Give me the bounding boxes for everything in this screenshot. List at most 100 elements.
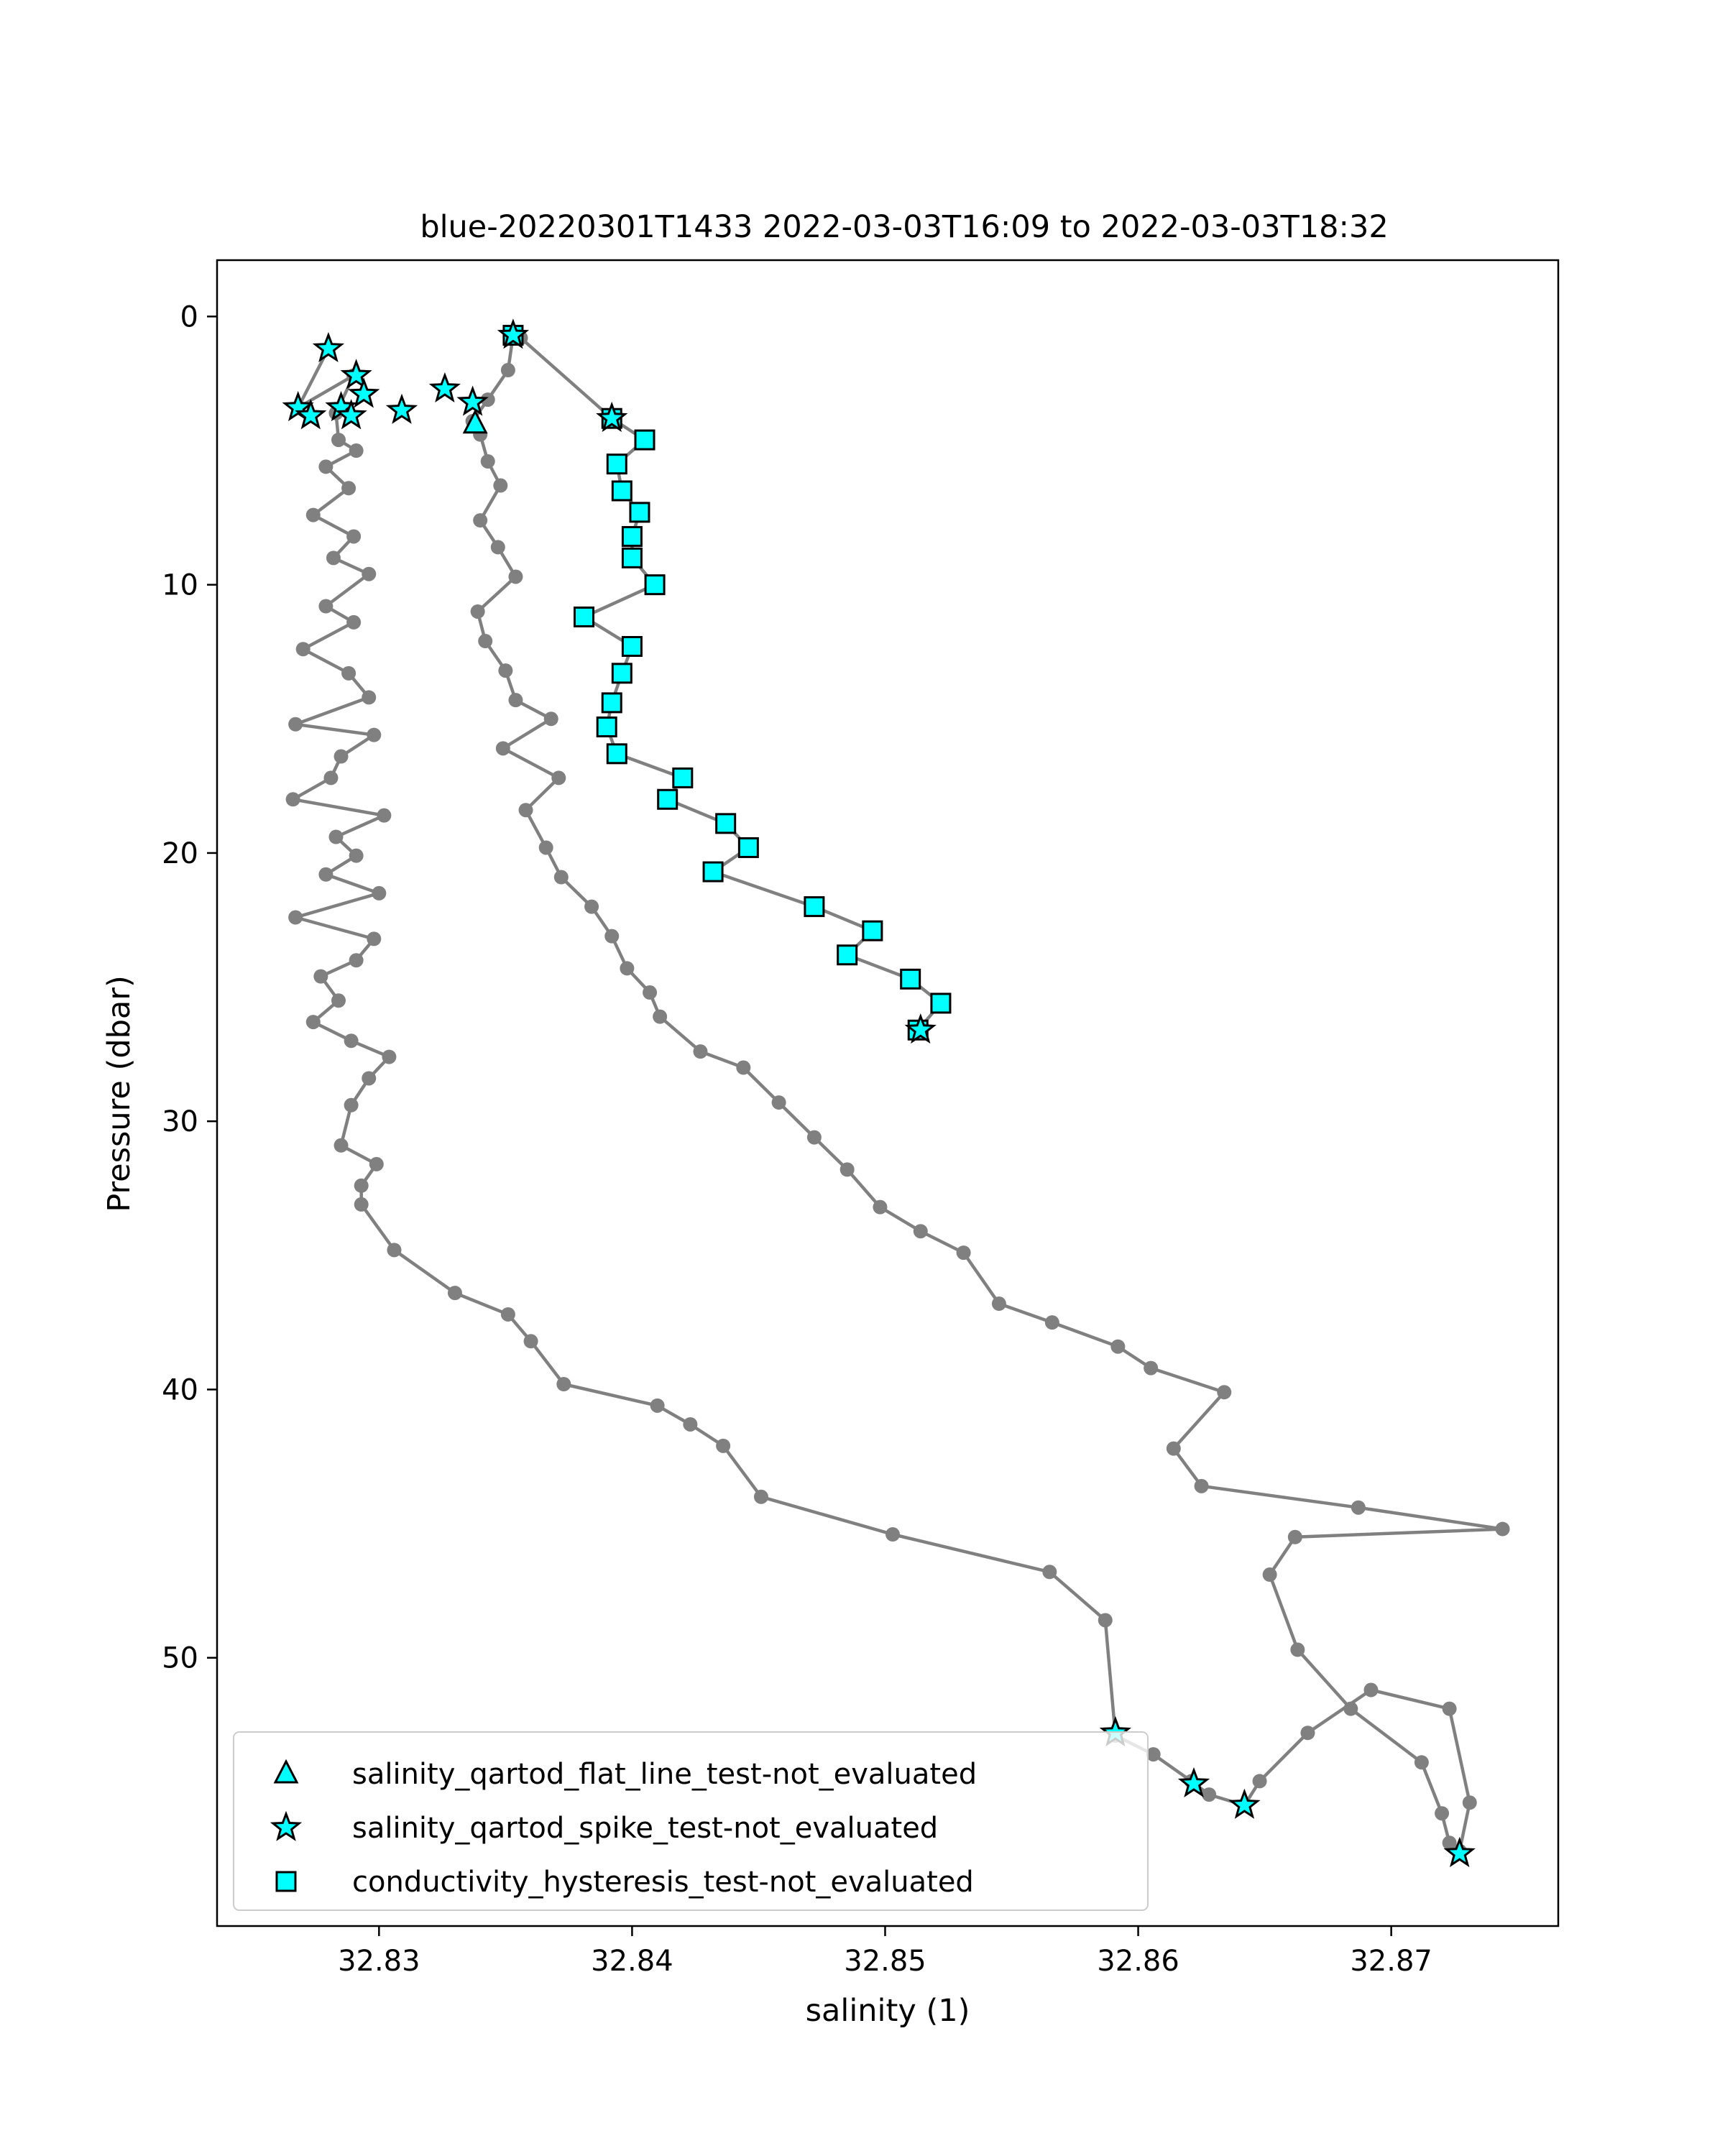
x-tick-label: 32.85 (844, 1945, 926, 1978)
profile-point (493, 478, 508, 493)
profile-point (473, 513, 488, 528)
profile-point (1144, 1360, 1159, 1376)
profile-point (295, 642, 310, 657)
profile-point (523, 1334, 538, 1349)
star-marker (456, 385, 489, 416)
profile-point (886, 1527, 901, 1542)
profile-point (508, 693, 523, 708)
profile-point (334, 1138, 349, 1153)
profile-point (1435, 1806, 1450, 1821)
profile-point (500, 1307, 515, 1322)
profile-point (288, 717, 303, 732)
profile-point (806, 1130, 822, 1145)
profile-point (318, 459, 334, 474)
profile-point (840, 1162, 855, 1177)
profile-point (318, 867, 334, 882)
profile-point (508, 569, 523, 584)
star-marker (1177, 1766, 1210, 1797)
star-marker (596, 401, 628, 433)
square-marker (804, 896, 825, 918)
profile-point (553, 870, 569, 885)
profile-point (956, 1245, 971, 1261)
square-marker (930, 992, 952, 1014)
y-tick-label: 0 (180, 300, 198, 333)
y-tick-label: 20 (162, 837, 198, 870)
profile-point (346, 529, 362, 544)
star-marker (335, 399, 367, 430)
profile-point (367, 931, 382, 946)
x-tick-label: 32.87 (1350, 1945, 1432, 1978)
profile-point (620, 961, 635, 976)
square-marker (611, 663, 632, 684)
profile-point (341, 481, 356, 496)
star-marker (497, 318, 530, 349)
profile-point (1146, 1747, 1161, 1762)
square-marker (702, 861, 724, 883)
square-marker (715, 813, 737, 834)
profile-point (518, 803, 533, 818)
profile-point (490, 540, 505, 555)
profile-point (1166, 1441, 1181, 1456)
axes-frame (216, 259, 1560, 1927)
square-marker (837, 944, 858, 966)
profile-point (500, 363, 515, 378)
star-marker (1443, 1836, 1476, 1868)
star-marker (904, 1013, 937, 1044)
legend-square-marker (275, 1871, 297, 1892)
profile-point (1262, 1567, 1277, 1583)
profile-point (1290, 1642, 1305, 1657)
profile-point (346, 614, 362, 630)
legend-label: salinity_qartod_flat_line_test-not_evalu… (352, 1758, 977, 1791)
star-marker (340, 359, 372, 390)
profile-point (693, 1044, 708, 1059)
profile-point (480, 392, 495, 407)
profile-point (604, 929, 620, 944)
square-marker (672, 767, 694, 788)
profile-point (478, 634, 493, 649)
square-marker (621, 547, 643, 568)
square-marker (644, 574, 666, 596)
square-marker (596, 716, 617, 737)
square-marker (634, 429, 656, 451)
legend: salinity_qartod_flat_line_test-not_evalu… (233, 1731, 1149, 1911)
square-marker (862, 920, 883, 941)
square-marker (606, 743, 627, 765)
profile-point (1098, 1613, 1113, 1628)
square-marker (621, 636, 643, 658)
profile-point (334, 749, 349, 764)
profile-point (1217, 1385, 1232, 1400)
y-tick-label: 30 (162, 1105, 198, 1138)
profile-point (753, 1489, 768, 1504)
square-marker (900, 968, 921, 990)
profile-point (913, 1224, 928, 1239)
x-tick-label: 32.83 (338, 1945, 420, 1978)
profile-point (1351, 1500, 1366, 1515)
square-marker (629, 502, 650, 523)
profile-point (349, 443, 364, 459)
x-tick-label: 32.84 (591, 1945, 673, 1978)
star-marker (428, 372, 461, 402)
profile-point (716, 1438, 731, 1453)
profile-point (1363, 1682, 1379, 1697)
profile-point (1495, 1521, 1510, 1537)
profile-point (354, 1178, 369, 1193)
profile-point (331, 993, 346, 1008)
y-tick-label: 10 (162, 569, 198, 602)
y-axis-label: Pressure (dbar) (101, 975, 137, 1212)
profile-point (305, 507, 321, 522)
profile-point (344, 1097, 359, 1112)
profile-point (447, 1286, 462, 1301)
profile-point (480, 453, 495, 469)
profile-point (1194, 1478, 1209, 1493)
profile-point (1044, 1315, 1059, 1330)
profile-point (1462, 1795, 1477, 1810)
profile-point (1042, 1565, 1057, 1580)
profile-point (1287, 1529, 1302, 1544)
legend-triangle-marker (273, 1759, 299, 1784)
star-marker (295, 399, 327, 430)
star-marker (348, 377, 380, 408)
square-marker (611, 480, 632, 502)
profile-point (331, 433, 346, 448)
square-marker (621, 525, 643, 547)
